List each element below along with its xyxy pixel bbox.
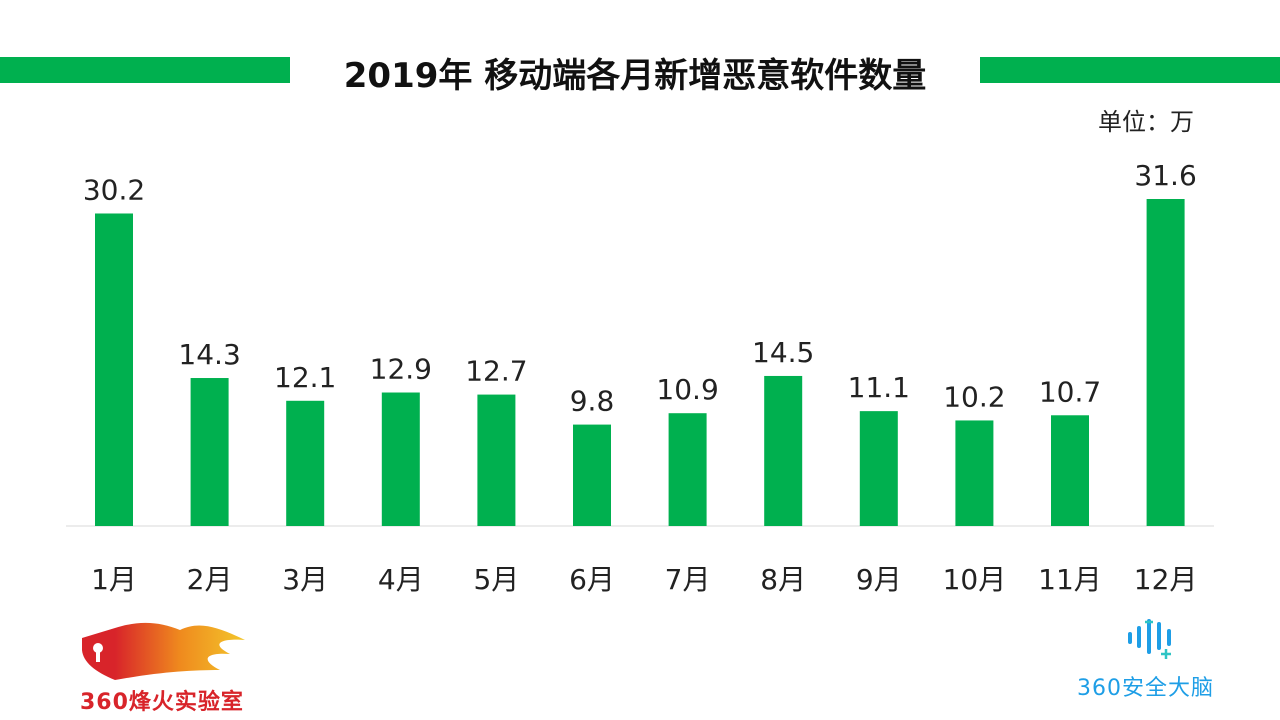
data-label: 31.6 (1134, 159, 1196, 192)
x-tick-label: 1月 (91, 563, 137, 596)
data-label: 10.9 (656, 373, 718, 406)
bar-10 (955, 420, 994, 526)
data-label: 12.9 (370, 353, 432, 386)
unit-label: 单位：万 (1098, 108, 1194, 136)
data-label: 9.8 (570, 385, 615, 418)
data-label: 10.2 (943, 380, 1005, 413)
bar-7 (668, 413, 707, 526)
logo-360-brain (1128, 619, 1171, 659)
logo-360-fire-lab (82, 622, 245, 680)
logo-right-text: 360安全大脑 (1077, 676, 1214, 701)
bar-12 (1146, 199, 1185, 526)
data-label: 12.1 (274, 361, 336, 394)
bar-6 (573, 424, 611, 526)
title-decor-right (980, 57, 1280, 83)
bar-8 (764, 375, 803, 526)
x-tick-label: 8月 (760, 563, 806, 596)
x-tick-label: 6月 (569, 563, 615, 596)
bar-2 (190, 378, 229, 526)
data-label: 11.1 (848, 371, 910, 404)
x-tick-label: 10月 (943, 563, 1007, 596)
bar-3 (286, 400, 325, 526)
x-tick-label: 11月 (1038, 563, 1102, 596)
x-tick-label: 12月 (1134, 563, 1198, 596)
data-label: 14.5 (752, 336, 814, 369)
data-label: 10.7 (1039, 375, 1101, 408)
x-tick-label: 2月 (187, 563, 233, 596)
bar-11 (1051, 415, 1089, 526)
x-tick-label: 7月 (665, 563, 711, 596)
x-tick-label: 3月 (282, 563, 328, 596)
bar-9 (859, 411, 898, 526)
data-label: 30.2 (83, 173, 145, 206)
logo-left-text: 360烽火实验室 (80, 690, 244, 715)
data-label: 14.3 (178, 338, 240, 371)
title-decor-left (0, 57, 290, 83)
x-tick-label: 9月 (856, 563, 902, 596)
x-tick-label: 4月 (378, 563, 424, 596)
bar-1 (95, 213, 133, 526)
x-tick-label: 5月 (473, 563, 519, 596)
data-label: 12.7 (465, 355, 527, 388)
bar-4 (381, 392, 420, 526)
bar-5 (477, 394, 516, 526)
chart-title: 2019年 移动端各月新增恶意软件数量 (343, 56, 927, 96)
